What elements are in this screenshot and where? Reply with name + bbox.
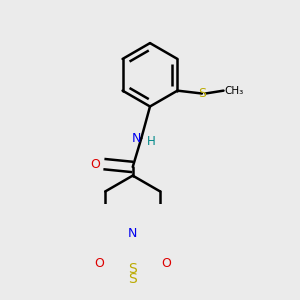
Text: S: S	[128, 272, 137, 286]
Text: O: O	[95, 257, 104, 270]
Text: N: N	[131, 132, 141, 145]
Text: O: O	[161, 257, 171, 270]
Text: CH₃: CH₃	[224, 85, 243, 96]
Text: S: S	[198, 87, 206, 100]
Text: O: O	[90, 158, 100, 171]
Text: N: N	[128, 227, 137, 240]
Text: H: H	[147, 134, 156, 148]
Text: S: S	[128, 262, 137, 276]
